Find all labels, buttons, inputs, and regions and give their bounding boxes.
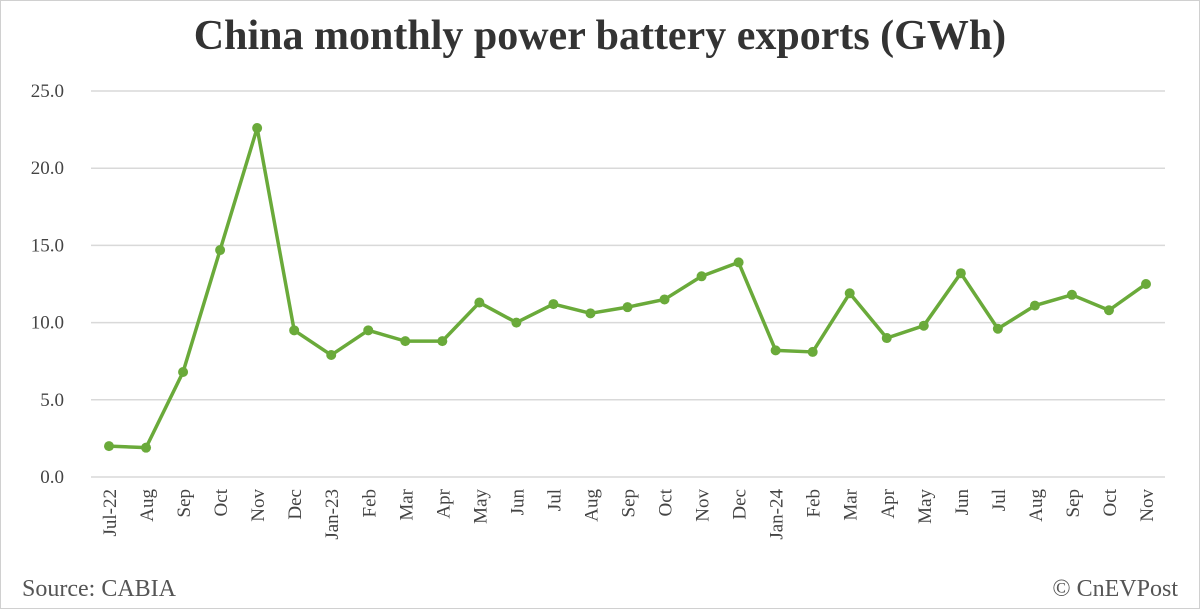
data-point: [992, 323, 1003, 334]
x-tick-label: Apr: [878, 488, 899, 518]
data-point: [215, 245, 226, 256]
y-tick-label: 25.0: [31, 81, 64, 102]
x-tick-label: Oct: [211, 488, 232, 516]
y-tick-label: 20.0: [31, 158, 64, 179]
data-point: [918, 320, 929, 331]
data-point: [289, 325, 300, 336]
x-tick-label: Jul-22: [100, 489, 121, 537]
x-tick-label: Oct: [1100, 488, 1121, 516]
x-tick-label: Nov: [1137, 489, 1158, 522]
x-tick-label: Jul: [544, 489, 565, 511]
data-point: [1103, 305, 1114, 316]
y-tick-label: 5.0: [40, 390, 64, 411]
x-tick-label: Jan-23: [322, 489, 343, 540]
data-point: [400, 336, 411, 347]
x-tick-label: Aug: [137, 489, 158, 522]
credit-label: © CnEVPost: [1052, 576, 1178, 602]
chart-title: China monthly power battery exports (GWh…: [193, 13, 1007, 59]
x-tick-label: Nov: [248, 489, 269, 522]
data-point: [807, 346, 818, 357]
data-point: [474, 297, 485, 308]
data-point: [511, 317, 522, 328]
x-tick-label: Apr: [433, 488, 454, 518]
x-tick-label: Aug: [1026, 489, 1047, 522]
data-point: [955, 268, 966, 279]
x-tick-label: Sep: [619, 489, 640, 518]
x-tick-label: Jun: [952, 489, 973, 516]
y-tick-label: 0.0: [40, 467, 64, 488]
data-point: [1029, 300, 1040, 311]
data-point: [733, 257, 744, 268]
data-point: [881, 333, 892, 344]
x-tick-label: Mar: [396, 488, 417, 520]
x-tick-label: May: [915, 489, 936, 524]
data-point: [548, 299, 559, 310]
x-tick-label: Jan-24: [767, 489, 788, 540]
data-point: [1141, 279, 1151, 289]
x-tick-label: Nov: [693, 489, 714, 522]
data-point: [844, 288, 855, 299]
x-tick-label: Sep: [174, 489, 195, 518]
x-tick-label: Sep: [1063, 489, 1084, 518]
data-point: [622, 302, 633, 313]
x-tick-label: Jul: [989, 489, 1010, 511]
x-tick-label: Mar: [841, 488, 862, 520]
data-point: [1066, 289, 1077, 300]
data-point: [104, 441, 114, 452]
x-tick-label: Oct: [656, 488, 677, 516]
source-label: Source: CABIA: [22, 576, 176, 602]
data-point: [326, 350, 337, 361]
data-point: [585, 308, 596, 319]
data-point: [437, 336, 448, 347]
data-point: [659, 294, 670, 305]
data-point: [363, 325, 374, 336]
x-tick-label: Dec: [730, 489, 751, 520]
data-point: [252, 123, 263, 134]
y-tick-label: 15.0: [31, 235, 64, 256]
x-tick-label: Feb: [359, 489, 380, 518]
x-tick-label: Feb: [804, 489, 825, 518]
x-tick-label: Jun: [507, 489, 528, 516]
x-tick-label: May: [470, 489, 491, 524]
data-point: [141, 442, 152, 453]
x-tick-label: Dec: [285, 489, 306, 520]
data-point: [178, 367, 189, 378]
data-point: [770, 345, 781, 356]
x-tick-label: Aug: [581, 489, 602, 522]
y-tick-label: 10.0: [31, 313, 64, 334]
data-point: [696, 271, 707, 282]
